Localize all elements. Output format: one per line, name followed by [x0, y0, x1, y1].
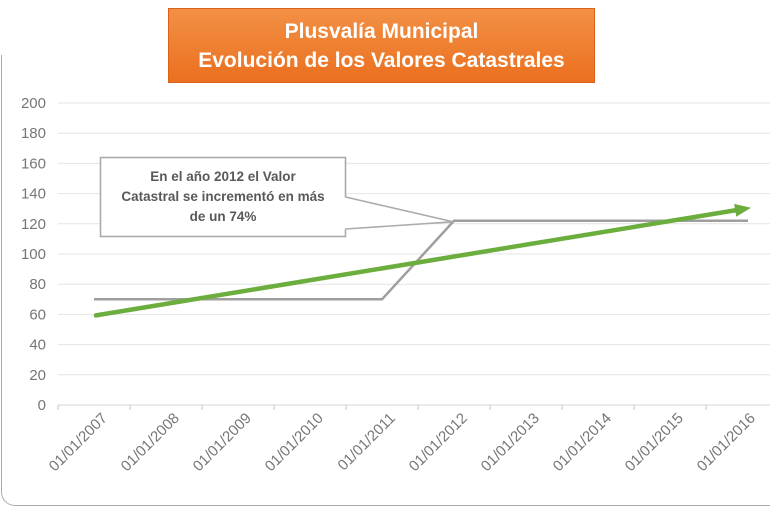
chart-title-line1: Plusvalía Municipal: [284, 19, 479, 43]
data-line-valor-catastral: [94, 219, 748, 301]
x-axis-label: 01/01/2008: [118, 410, 183, 475]
x-axis-label: 01/01/2009: [190, 410, 255, 475]
chart-title-banner: Plusvalía Municipal Evolución de los Val…: [168, 8, 595, 83]
y-axis-label: 160: [21, 155, 46, 172]
annotation-line2: Catastral se incrementó en más: [121, 189, 325, 204]
y-axis-label: 200: [21, 95, 46, 112]
y-axis-label: 100: [21, 246, 46, 263]
x-axis-label: 01/01/2016: [694, 410, 759, 475]
y-axis-label: 20: [29, 367, 46, 384]
y-axis-label: 140: [21, 186, 46, 203]
y-axis-label: 40: [29, 337, 46, 354]
y-axis-label: 60: [29, 306, 46, 323]
y-axis-label: 180: [21, 125, 46, 142]
x-axis-label: 01/01/2014: [550, 410, 615, 475]
annotation-line3: de un 74%: [189, 209, 257, 224]
annotation-pointer-outline: [345, 196, 454, 230]
x-axis-label: 01/01/2011: [335, 410, 399, 474]
annotation-pointer-fill: [343, 197, 453, 229]
y-axis-label: 120: [21, 216, 46, 233]
annotation-line1: En el año 2012 el Valor: [150, 169, 296, 184]
annotation-box: [99, 156, 347, 238]
y-axis-label: 80: [29, 276, 46, 293]
y-axis-label: 0: [38, 397, 46, 414]
x-axis-label: 01/01/2013: [478, 410, 543, 475]
trend-arrowhead: [734, 203, 751, 217]
annotation-callout: En el año 2012 el Valor Catastral se inc…: [101, 158, 345, 236]
x-axis-label: 01/01/2015: [622, 410, 687, 475]
chart-title-line2: Evolución de los Valores Catastrales: [198, 48, 565, 72]
x-axis-label: 01/01/2010: [262, 410, 327, 475]
trend-line: [93, 207, 740, 318]
x-axis-label: 01/01/2012: [406, 410, 471, 475]
x-axis-label: 01/01/2007: [46, 410, 111, 475]
